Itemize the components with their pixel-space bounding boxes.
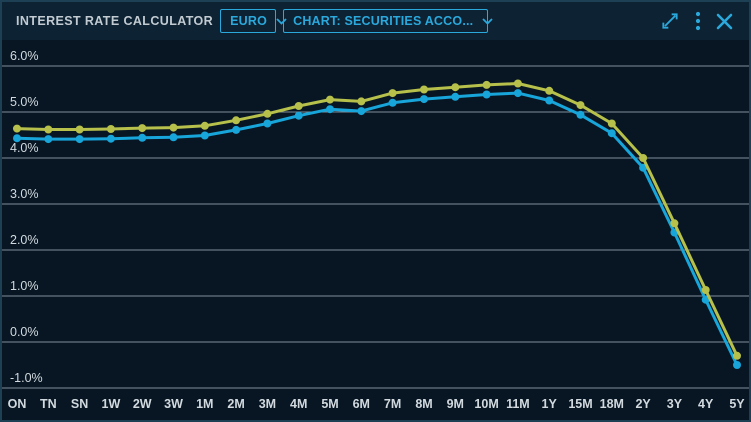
data-point xyxy=(576,110,585,119)
data-point xyxy=(232,125,241,134)
x-axis-tick-label: 3M xyxy=(259,397,276,411)
data-point xyxy=(670,219,679,228)
widget-header: INTEREST RATE CALCULATOR EURO CHART: SEC… xyxy=(2,2,749,40)
x-axis-tick-label: 18M xyxy=(600,397,624,411)
data-point xyxy=(44,135,53,144)
data-point xyxy=(388,98,397,107)
data-point xyxy=(482,80,491,89)
x-axis-tick-label: SN xyxy=(71,397,88,411)
header-actions xyxy=(660,11,733,31)
data-point xyxy=(44,125,53,134)
data-point xyxy=(420,85,428,94)
y-axis-tick-label: 6.0% xyxy=(10,49,39,63)
x-axis-tick-label: 6M xyxy=(353,397,370,411)
x-axis-tick-label: 7M xyxy=(384,397,401,411)
x-axis-tick-label: 10M xyxy=(474,397,498,411)
x-axis-tick-label: 3Y xyxy=(667,397,683,411)
currency-dropdown-value: EURO xyxy=(230,14,268,28)
data-point xyxy=(263,109,272,118)
data-point xyxy=(576,101,585,110)
page-title: INTEREST RATE CALCULATOR xyxy=(16,14,214,28)
x-axis-tick-label: 1W xyxy=(102,397,121,411)
data-point xyxy=(106,134,115,143)
data-point xyxy=(388,89,397,98)
data-point xyxy=(200,131,209,140)
x-axis-tick-label: 4Y xyxy=(698,397,714,411)
data-point xyxy=(138,133,147,142)
x-axis-tick-label: 15M xyxy=(568,397,592,411)
data-point xyxy=(169,123,178,132)
data-point xyxy=(451,92,460,101)
data-point xyxy=(733,351,741,360)
interest-rate-chart[interactable]: 6.0% 5.0% 4.0% 3.0% 2.0% 1.0% 0.0% -1.0% ON TN SN 1… xyxy=(2,40,749,420)
x-axis-tick-label: TN xyxy=(40,397,57,411)
data-point xyxy=(420,95,428,104)
x-axis-tick-label: 1M xyxy=(196,397,213,411)
x-axis-tick-label: 2M xyxy=(227,397,244,411)
data-point xyxy=(513,89,522,98)
x-axis-tick-label: ON xyxy=(8,397,27,411)
currency-dropdown[interactable]: EURO xyxy=(220,9,287,33)
close-icon[interactable] xyxy=(716,13,733,30)
y-axis-tick-label: 0.0% xyxy=(10,325,39,339)
data-point xyxy=(138,124,147,133)
data-point xyxy=(733,361,741,369)
data-point xyxy=(451,83,460,92)
data-point xyxy=(13,134,21,143)
x-axis-tick-label: 4M xyxy=(290,397,307,411)
kebab-menu-icon[interactable] xyxy=(695,11,701,31)
data-point xyxy=(357,107,366,116)
data-point xyxy=(75,135,84,144)
data-point xyxy=(639,154,648,162)
data-point xyxy=(701,286,710,294)
data-point xyxy=(545,96,554,105)
data-point xyxy=(13,124,21,133)
x-axis-tick-label: 2W xyxy=(133,397,152,411)
data-point xyxy=(326,95,334,104)
x-axis-tick-label: 8M xyxy=(415,397,432,411)
chart-type-dropdown[interactable]: CHART: SECURITIES ACCO... xyxy=(283,9,493,33)
chevron-down-icon xyxy=(482,17,493,25)
chart-type-dropdown-value: CHART: SECURITIES ACCO... xyxy=(293,14,474,28)
y-axis-tick-label: 5.0% xyxy=(10,95,39,109)
x-axis-tick-label: 9M xyxy=(447,397,464,411)
data-point xyxy=(701,295,710,304)
x-axis-tick-label: 5M xyxy=(321,397,338,411)
data-point xyxy=(357,97,366,106)
data-point xyxy=(639,163,648,172)
y-axis-tick-label: 3.0% xyxy=(10,187,39,201)
x-axis-tick-label: 3W xyxy=(164,397,183,411)
data-point xyxy=(294,102,303,110)
chart-container: 6.0% 5.0% 4.0% 3.0% 2.0% 1.0% 0.0% -1.0% ON TN SN 1… xyxy=(2,40,749,420)
x-axis-tick-label: 5Y xyxy=(729,397,745,411)
x-axis-tick-label: 1Y xyxy=(542,397,558,411)
y-axis-tick-label: -1.0% xyxy=(10,371,43,385)
data-point xyxy=(106,125,115,133)
y-axis-tick-label: 1.0% xyxy=(10,279,39,293)
data-point xyxy=(607,119,616,128)
data-point xyxy=(482,90,491,99)
data-point xyxy=(545,86,554,95)
data-point xyxy=(75,125,84,134)
data-point xyxy=(326,105,334,114)
data-point xyxy=(232,116,241,125)
data-point xyxy=(513,79,522,88)
y-axis-tick-label: 4.0% xyxy=(10,141,39,155)
yellow-line xyxy=(15,82,739,358)
expand-icon[interactable] xyxy=(660,11,680,31)
x-axis-tick-label: 2Y xyxy=(635,397,651,411)
x-axis-tick-label: 11M xyxy=(506,397,530,411)
chevron-down-icon xyxy=(276,17,287,25)
data-point xyxy=(200,121,209,130)
data-point xyxy=(294,111,303,120)
data-point xyxy=(607,129,616,138)
blue-line xyxy=(15,91,739,367)
y-axis-tick-label: 2.0% xyxy=(10,233,39,247)
data-point xyxy=(169,133,178,142)
data-point xyxy=(263,119,272,128)
